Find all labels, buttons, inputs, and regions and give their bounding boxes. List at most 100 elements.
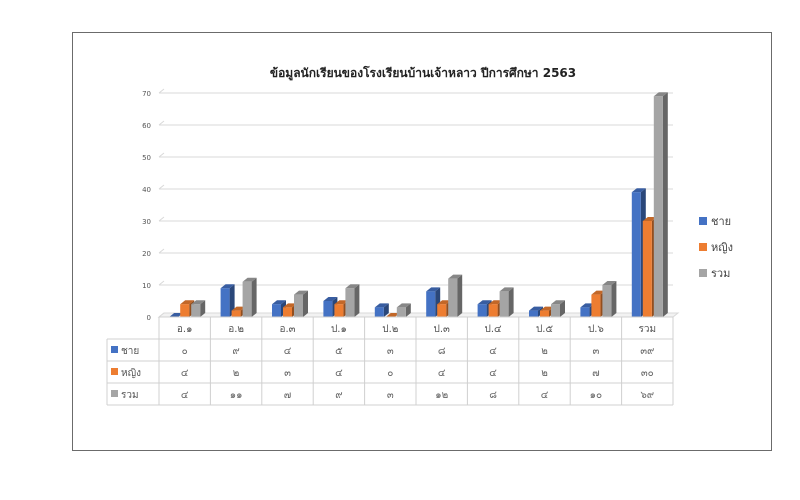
x-tick-label: ป.๕ (536, 324, 554, 335)
table-cell: ๓ (387, 390, 394, 401)
bar (323, 301, 333, 317)
table-cell: ๗ (592, 368, 600, 379)
x-tick-label: อ.๑ (177, 324, 193, 335)
y-tick-label: 0 (147, 314, 151, 322)
legend-swatch (699, 217, 707, 225)
gridline-depth (158, 280, 165, 286)
table-cell: ๔ (335, 368, 343, 379)
x-tick-label: ป.๖ (588, 324, 604, 335)
table-cell: ๔ (541, 390, 549, 401)
bar-top (231, 306, 246, 311)
bar-top (591, 290, 606, 295)
y-tick-label: 40 (142, 186, 151, 194)
chart-frame: ข้อมูลนักเรียนของโรงเรียนบ้านเจ้าหลาว ปี… (72, 32, 772, 451)
bar (653, 96, 663, 317)
bar-side (303, 290, 308, 317)
bar-top (396, 303, 411, 308)
table-cell: ๐ (182, 346, 188, 357)
table-cell: ๔ (489, 346, 497, 357)
table-cell: ๙ (232, 346, 239, 357)
bar-top (448, 274, 463, 279)
table-cell: ๗ (284, 390, 292, 401)
legend-swatch (699, 243, 707, 251)
table-cell: ๒ (541, 346, 548, 357)
y-tick-label: 10 (142, 282, 151, 290)
y-tick-label: 30 (142, 218, 151, 226)
table-legend-key (111, 390, 118, 397)
table-cell: ๓๐ (641, 368, 654, 379)
bar (540, 310, 549, 317)
bar-side (662, 92, 668, 317)
bar (294, 294, 303, 317)
y-tick-label: 60 (142, 122, 151, 130)
bar-top (437, 300, 452, 305)
bar-top (180, 300, 195, 305)
bar-top (488, 300, 503, 305)
gridline-depth (158, 248, 165, 254)
bar-side (560, 300, 565, 317)
table-cell: ๓ (284, 368, 291, 379)
table-cell: ๔ (438, 368, 446, 379)
bar-top (477, 300, 492, 305)
bar (602, 285, 612, 317)
legend-label: รวม (711, 267, 730, 280)
bar-top (385, 313, 400, 317)
bar (591, 294, 601, 317)
bar (488, 304, 498, 317)
x-tick-label: ป.๑ (331, 324, 347, 335)
bar (426, 291, 436, 317)
table-cell: ๔ (284, 346, 292, 357)
bar-side (251, 277, 257, 317)
bar (499, 291, 509, 317)
bar-top (426, 287, 441, 292)
bar-top (580, 303, 595, 308)
chart-title: ข้อมูลนักเรียนของโรงเรียนบ้านเจ้าหลาว ปี… (270, 65, 576, 81)
bar-top (499, 287, 514, 292)
table-cell: ๘ (489, 390, 497, 401)
bar (551, 304, 560, 317)
table-cell: ๓ (592, 346, 599, 357)
bar-top (294, 290, 308, 295)
table-cell: ๓ (387, 346, 394, 357)
bar-side (229, 284, 235, 317)
x-tick-label: อ.๒ (228, 324, 244, 335)
bar (374, 307, 384, 317)
bar-top (374, 303, 389, 308)
bar (191, 304, 201, 317)
table-cell: ๑๐ (590, 390, 602, 401)
bar (477, 304, 487, 317)
gridline-depth (158, 152, 165, 158)
bar (180, 304, 190, 317)
bar-top (191, 300, 206, 305)
bar (529, 310, 538, 317)
y-tick-label: 70 (142, 90, 151, 98)
bar-top (345, 284, 360, 289)
chart-svg: ข้อมูลนักเรียนของโรงเรียนบ้านเจ้าหลาว ปี… (106, 65, 733, 406)
bar-top (653, 92, 668, 97)
bar-top (334, 300, 349, 305)
bar-top (551, 300, 565, 305)
bar-top (540, 306, 554, 311)
bar (437, 304, 447, 317)
bar (231, 310, 241, 317)
table-cell: ๑๒ (435, 390, 448, 401)
legend-label: ชาย (711, 215, 731, 228)
bar (283, 307, 292, 317)
x-tick-label: รวม (639, 324, 657, 335)
bar-top (242, 277, 257, 282)
bar (242, 281, 252, 317)
x-tick-label: ป.๒ (382, 324, 398, 335)
y-tick-label: 50 (142, 154, 151, 162)
bar-top (323, 297, 338, 301)
bar-top (272, 300, 286, 305)
x-tick-label: ป.๔ (485, 324, 503, 335)
table-row-label: หญิง (121, 368, 141, 379)
table-cell: ๑๑ (230, 390, 243, 401)
bar-top (169, 313, 184, 317)
bar (345, 288, 355, 317)
table-cell: ๔ (489, 368, 497, 379)
table-row-label: รวม (121, 390, 139, 401)
bar-side (611, 281, 617, 317)
bar (272, 304, 281, 317)
x-tick-label: อ.๓ (279, 324, 295, 335)
